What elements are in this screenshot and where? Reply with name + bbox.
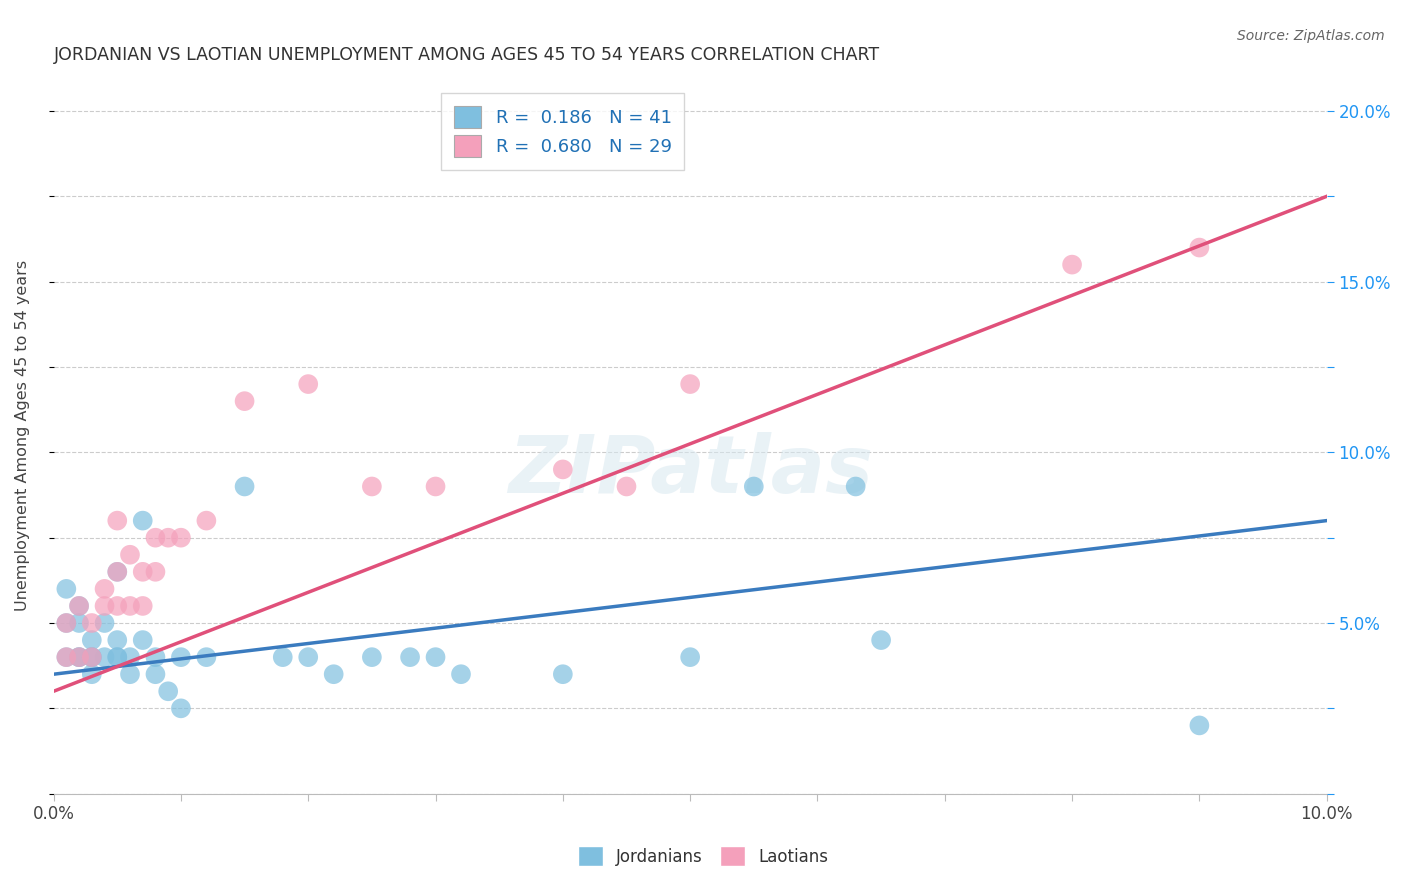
- Point: [170, 650, 193, 665]
- Point: [157, 684, 180, 698]
- Point: [425, 650, 447, 665]
- Point: [55, 650, 77, 665]
- Point: [1188, 241, 1211, 255]
- Point: [679, 650, 702, 665]
- Point: [118, 650, 141, 665]
- Point: [1188, 718, 1211, 732]
- Point: [360, 479, 382, 493]
- Point: [80, 615, 103, 630]
- Point: [1062, 258, 1084, 272]
- Point: [297, 377, 319, 392]
- Text: ZIPatlas: ZIPatlas: [508, 432, 873, 510]
- Point: [271, 650, 294, 665]
- Point: [233, 479, 256, 493]
- Point: [322, 667, 344, 681]
- Point: [67, 650, 90, 665]
- Point: [742, 479, 765, 493]
- Point: [132, 599, 155, 613]
- Point: [132, 514, 155, 528]
- Point: [80, 650, 103, 665]
- Point: [157, 531, 180, 545]
- Text: JORDANIAN VS LAOTIAN UNEMPLOYMENT AMONG AGES 45 TO 54 YEARS CORRELATION CHART: JORDANIAN VS LAOTIAN UNEMPLOYMENT AMONG …: [53, 46, 880, 64]
- Point: [399, 650, 422, 665]
- Point: [195, 514, 218, 528]
- Point: [145, 667, 167, 681]
- Legend: Jordanians, Laotians: Jordanians, Laotians: [571, 839, 835, 873]
- Point: [55, 615, 77, 630]
- Point: [233, 394, 256, 409]
- Point: [425, 479, 447, 493]
- Point: [105, 565, 128, 579]
- Point: [118, 548, 141, 562]
- Legend: R =  0.186   N = 41, R =  0.680   N = 29: R = 0.186 N = 41, R = 0.680 N = 29: [441, 93, 685, 169]
- Point: [450, 667, 472, 681]
- Point: [132, 565, 155, 579]
- Point: [93, 582, 115, 596]
- Point: [170, 701, 193, 715]
- Point: [67, 599, 90, 613]
- Point: [80, 633, 103, 648]
- Point: [80, 667, 103, 681]
- Point: [93, 615, 115, 630]
- Point: [360, 650, 382, 665]
- Point: [132, 633, 155, 648]
- Point: [870, 633, 893, 648]
- Point: [195, 650, 218, 665]
- Point: [93, 650, 115, 665]
- Point: [845, 479, 868, 493]
- Point: [67, 599, 90, 613]
- Point: [55, 582, 77, 596]
- Point: [55, 615, 77, 630]
- Point: [616, 479, 638, 493]
- Point: [551, 462, 574, 476]
- Point: [105, 599, 128, 613]
- Point: [145, 531, 167, 545]
- Point: [105, 514, 128, 528]
- Point: [118, 667, 141, 681]
- Point: [105, 650, 128, 665]
- Point: [105, 565, 128, 579]
- Point: [67, 650, 90, 665]
- Point: [145, 650, 167, 665]
- Point: [67, 615, 90, 630]
- Point: [679, 377, 702, 392]
- Y-axis label: Unemployment Among Ages 45 to 54 years: Unemployment Among Ages 45 to 54 years: [15, 260, 30, 611]
- Point: [105, 650, 128, 665]
- Text: Source: ZipAtlas.com: Source: ZipAtlas.com: [1237, 29, 1385, 43]
- Point: [93, 599, 115, 613]
- Point: [105, 633, 128, 648]
- Point: [55, 650, 77, 665]
- Point: [145, 565, 167, 579]
- Point: [80, 650, 103, 665]
- Point: [118, 599, 141, 613]
- Point: [551, 667, 574, 681]
- Point: [80, 650, 103, 665]
- Point: [170, 531, 193, 545]
- Point: [67, 650, 90, 665]
- Point: [297, 650, 319, 665]
